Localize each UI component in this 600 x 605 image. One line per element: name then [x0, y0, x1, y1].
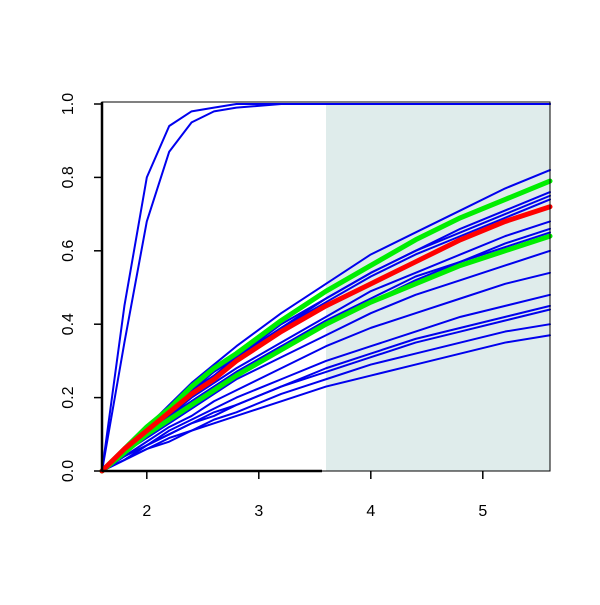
- series-line: [101, 334, 551, 472]
- series-line: [99, 178, 553, 474]
- y-tick-label: 0.2: [60, 386, 77, 408]
- series-line: [99, 233, 553, 474]
- y-tick-label: 0.6: [60, 240, 77, 262]
- y-tick-label: 0.0: [60, 460, 77, 482]
- y-tick-label: 0.8: [60, 166, 77, 188]
- y-tick-label: 1.0: [60, 93, 77, 115]
- series-line: [101, 271, 551, 472]
- series-line: [101, 249, 551, 472]
- series-line: [101, 308, 551, 472]
- x-tick-label: 4: [366, 503, 375, 520]
- series-line: [101, 103, 551, 472]
- x-tick-label: 3: [254, 503, 263, 520]
- series-line: [99, 204, 553, 474]
- x-tick-label: 2: [142, 503, 151, 520]
- x-tick-label: 5: [478, 503, 487, 520]
- y-tick-label: 0.4: [60, 313, 77, 335]
